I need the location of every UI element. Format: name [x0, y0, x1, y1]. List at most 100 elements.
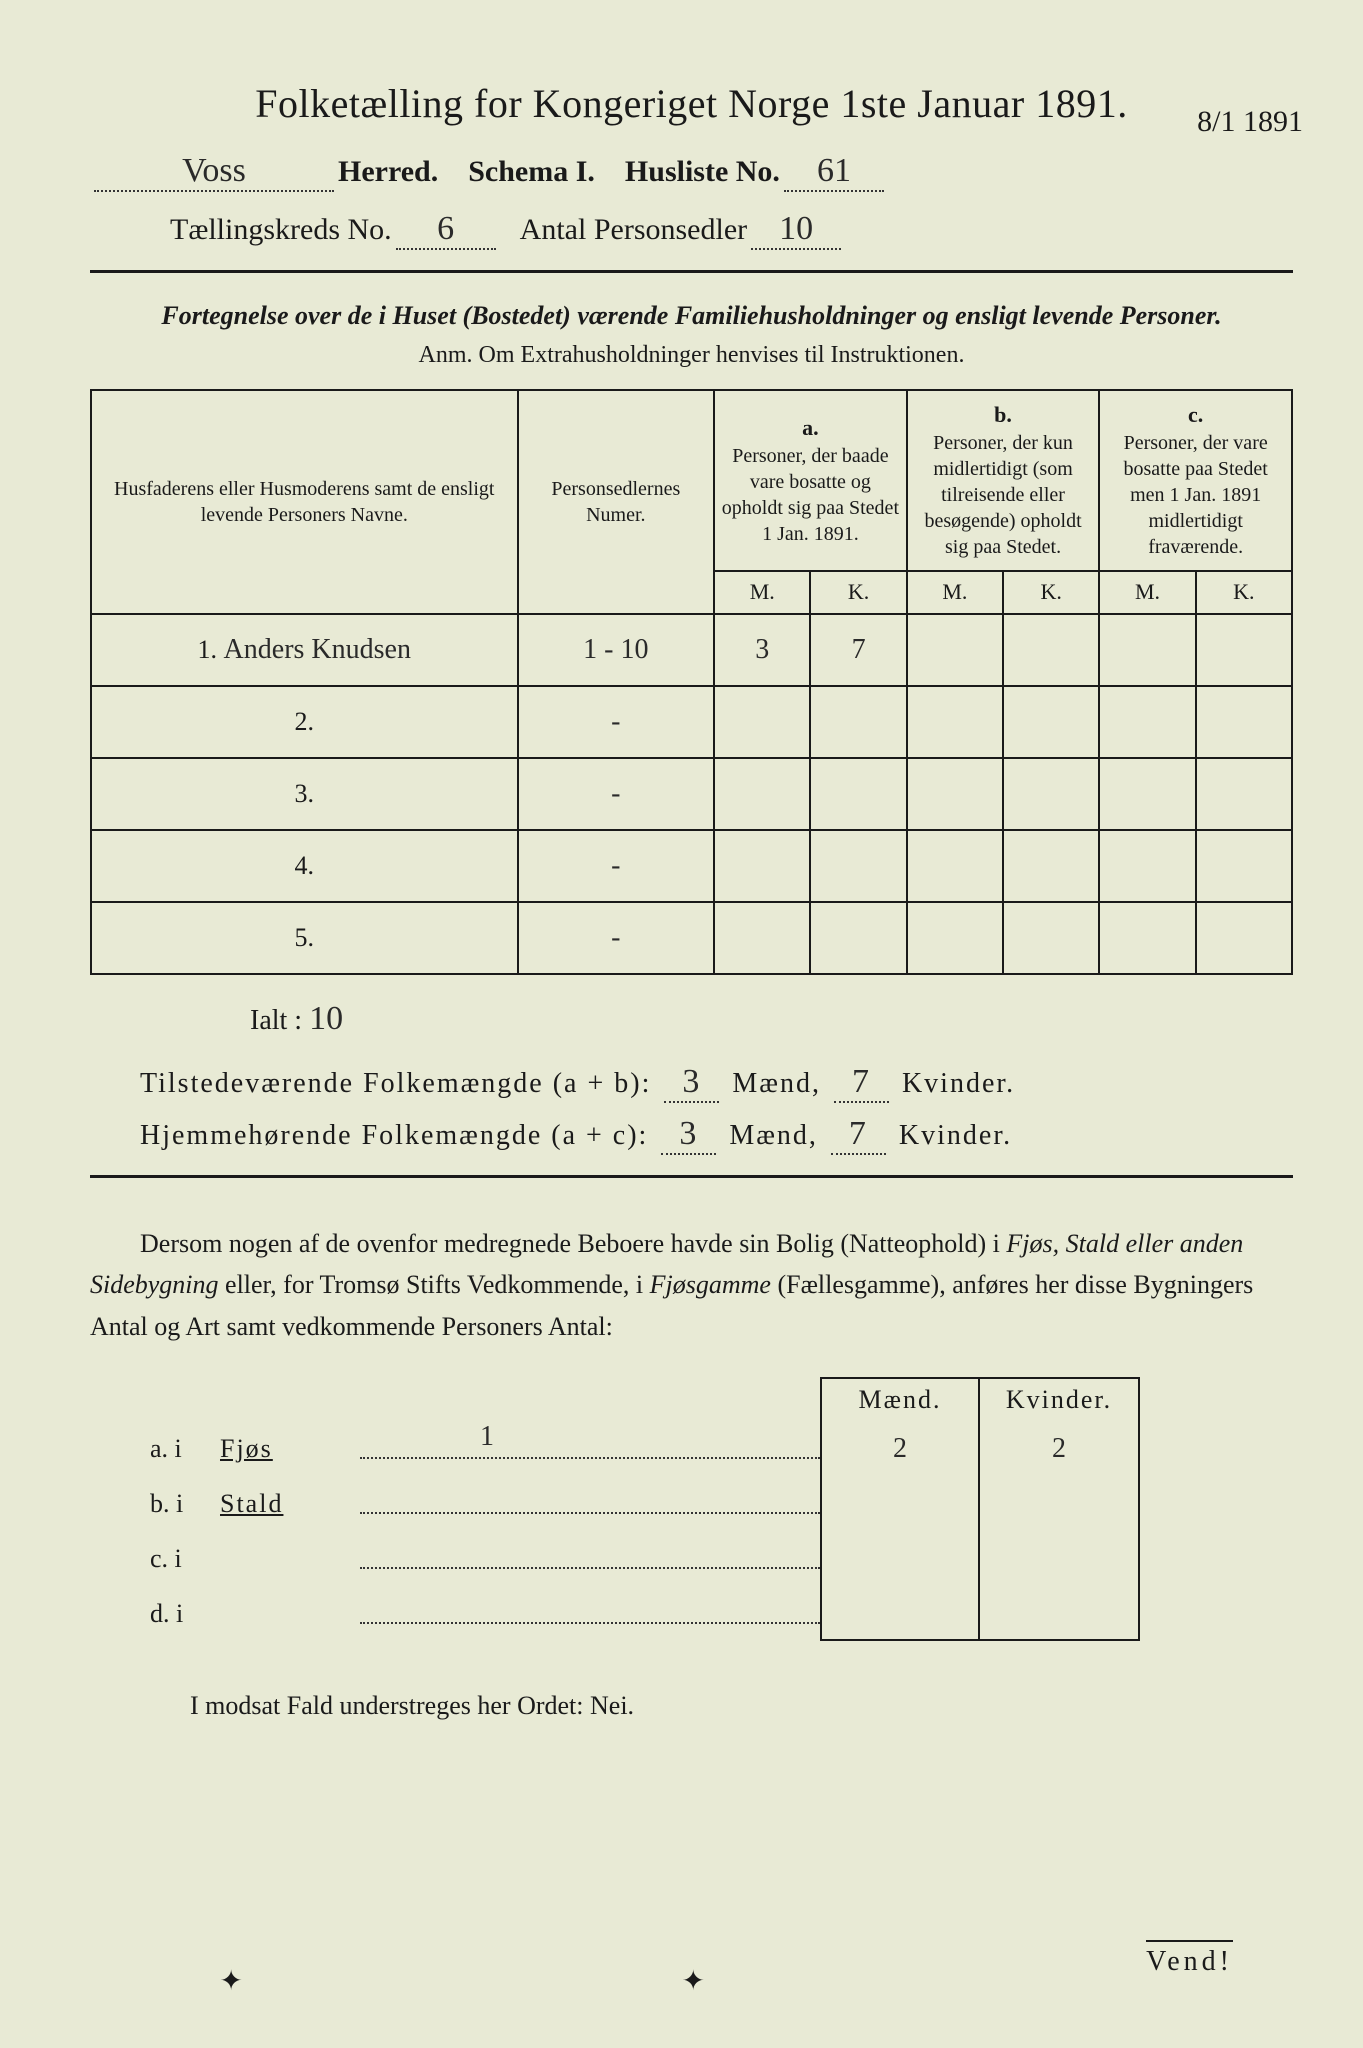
sub-row: b. iStald	[140, 1476, 1293, 1531]
cell-b-k	[1003, 614, 1099, 686]
cell-a-k	[810, 758, 906, 830]
col-c-k: K.	[1196, 571, 1292, 614]
table-row: 5. -	[91, 902, 1292, 974]
antal-value: 10	[751, 210, 841, 250]
sub-cell-m	[820, 1476, 980, 1531]
sub-cell-k	[980, 1586, 1140, 1641]
antal-label: Antal Personsedler	[520, 213, 747, 247]
row-num: 2.	[91, 686, 518, 758]
footer-line: I modsat Fald understreges her Ordet: Ne…	[190, 1691, 1293, 1721]
col-a-m: M.	[714, 571, 810, 614]
sub-type: Stald	[220, 1489, 360, 1519]
sub-row: a. iFjøs122	[140, 1421, 1293, 1476]
kreds-value: 6	[396, 210, 496, 250]
cell-c-k	[1196, 614, 1292, 686]
col-header-numer: Personsedlernes Numer.	[518, 390, 715, 613]
row-num: 4.	[91, 830, 518, 902]
divider-2	[90, 1175, 1293, 1178]
cell-sedler: -	[518, 686, 715, 758]
cell-b-k	[1003, 758, 1099, 830]
sub-row: c. i	[140, 1531, 1293, 1586]
cell-c-m	[1099, 614, 1195, 686]
sub-cell-k	[980, 1531, 1140, 1586]
row-num: 5.	[91, 902, 518, 974]
col-b-k: K.	[1003, 571, 1099, 614]
cell-c-m	[1099, 758, 1195, 830]
cell-sedler: 1 - 10	[518, 614, 715, 686]
col-c-m: M.	[1099, 571, 1195, 614]
table-row: 4. -	[91, 830, 1292, 902]
cell-c-k	[1196, 686, 1292, 758]
cell-b-m	[907, 830, 1003, 902]
cell-c-m	[1099, 686, 1195, 758]
cell-a-k	[810, 686, 906, 758]
cell-a-k	[810, 902, 906, 974]
paragraph: Dersom nogen af de ovenfor medregnede Be…	[90, 1223, 1293, 1348]
sub-label: c. i	[140, 1544, 220, 1574]
herred-value: Voss	[94, 152, 334, 192]
anm-note: Anm. Om Extrahusholdninger henvises til …	[90, 342, 1293, 369]
cell-sedler: -	[518, 758, 715, 830]
col-header-names: Husfaderens eller Husmoderens samt de en…	[91, 390, 518, 613]
cell-sedler: -	[518, 830, 715, 902]
sub-cell-m	[820, 1531, 980, 1586]
header-line-1: Voss Herred. Schema I. Husliste No. 61	[90, 152, 1293, 192]
ialt-line: Ialt : 10	[250, 1000, 1293, 1038]
sub-cell-m	[820, 1586, 980, 1641]
sub-dots: 1	[360, 1439, 820, 1459]
summary-tilstede: Tilstedeværende Folkemængde (a + b): 3 M…	[140, 1063, 1293, 1103]
cell-a-k: 7	[810, 614, 906, 686]
sub-cell-k: 2	[980, 1421, 1140, 1476]
table-row: 1. Anders Knudsen1 - 1037	[91, 614, 1292, 686]
cell-b-k	[1003, 830, 1099, 902]
cell-b-k	[1003, 902, 1099, 974]
cell-b-m	[907, 686, 1003, 758]
sub-dots	[360, 1494, 820, 1514]
kreds-label: Tællingskreds No.	[170, 213, 392, 247]
cell-a-m	[714, 902, 810, 974]
cell-a-m: 3	[714, 614, 810, 686]
cell-b-m	[907, 614, 1003, 686]
sub-type: Fjøs	[220, 1434, 360, 1464]
husliste-label: Husliste No.	[625, 155, 780, 189]
table-row: 3. -	[91, 758, 1292, 830]
schema-label: Schema I.	[468, 155, 595, 189]
divider	[90, 270, 1293, 273]
main-table: Husfaderens eller Husmoderens samt de en…	[90, 389, 1293, 974]
cell-c-k	[1196, 902, 1292, 974]
subtitle: Fortegnelse over de i Huset (Bostedet) v…	[90, 298, 1293, 334]
herred-label: Herred.	[338, 155, 438, 189]
row-num: 3.	[91, 758, 518, 830]
col-a-k: K.	[810, 571, 906, 614]
col-header-a: a. Personer, der baade vare bosatte og o…	[714, 390, 907, 571]
sub-dots	[360, 1604, 820, 1624]
cell-a-m	[714, 758, 810, 830]
sub-cell-k	[980, 1476, 1140, 1531]
table-row: 2. -	[91, 686, 1292, 758]
cell-b-m	[907, 758, 1003, 830]
sub-dots	[360, 1549, 820, 1569]
cell-b-m	[907, 902, 1003, 974]
sub-cell-m: 2	[820, 1421, 980, 1476]
cell-sedler: -	[518, 902, 715, 974]
col-header-c: c. Personer, der vare bosatte paa Stedet…	[1099, 390, 1292, 571]
cell-c-m	[1099, 830, 1195, 902]
sub-label: a. i	[140, 1434, 220, 1464]
sub-row: d. i	[140, 1586, 1293, 1641]
summary-hjemme: Hjemmehørende Folkemængde (a + c): 3 Mæn…	[140, 1115, 1293, 1155]
sub-col-maend: Mænd.	[820, 1377, 980, 1421]
row-num: 1. Anders Knudsen	[91, 614, 518, 686]
cell-c-k	[1196, 758, 1292, 830]
cell-a-m	[714, 830, 810, 902]
margin-date-note: 8/1 1891	[1197, 105, 1303, 139]
sub-table: Mænd. Kvinder. a. iFjøs122b. iStaldc. id…	[140, 1377, 1293, 1641]
husliste-value: 61	[784, 152, 884, 192]
col-b-m: M.	[907, 571, 1003, 614]
cell-a-m	[714, 686, 810, 758]
cell-c-k	[1196, 830, 1292, 902]
col-header-b: b. Personer, der kun midlertidigt (som t…	[907, 390, 1100, 571]
cell-b-k	[1003, 686, 1099, 758]
vend-label: Vend!	[1146, 1940, 1233, 1978]
sub-label: d. i	[140, 1599, 220, 1629]
cell-c-m	[1099, 902, 1195, 974]
